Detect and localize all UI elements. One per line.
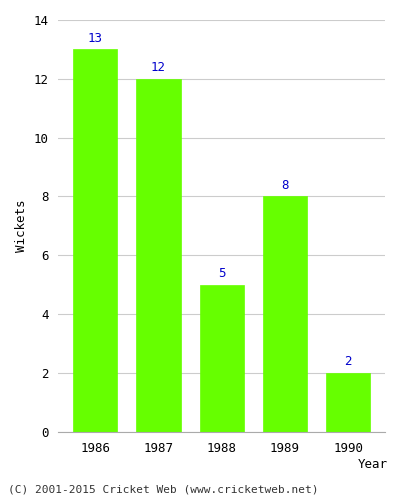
Text: 5: 5 bbox=[218, 267, 225, 280]
Text: 12: 12 bbox=[151, 62, 166, 74]
Text: (C) 2001-2015 Cricket Web (www.cricketweb.net): (C) 2001-2015 Cricket Web (www.cricketwe… bbox=[8, 485, 318, 495]
Y-axis label: Wickets: Wickets bbox=[15, 200, 28, 252]
Bar bbox=[200, 284, 244, 432]
Text: 2: 2 bbox=[344, 356, 352, 368]
Bar bbox=[326, 373, 370, 432]
Text: Year: Year bbox=[358, 458, 388, 470]
Bar bbox=[73, 50, 117, 432]
Text: 13: 13 bbox=[88, 32, 103, 45]
Bar bbox=[263, 196, 307, 432]
Text: 8: 8 bbox=[281, 179, 288, 192]
Bar bbox=[136, 79, 180, 432]
